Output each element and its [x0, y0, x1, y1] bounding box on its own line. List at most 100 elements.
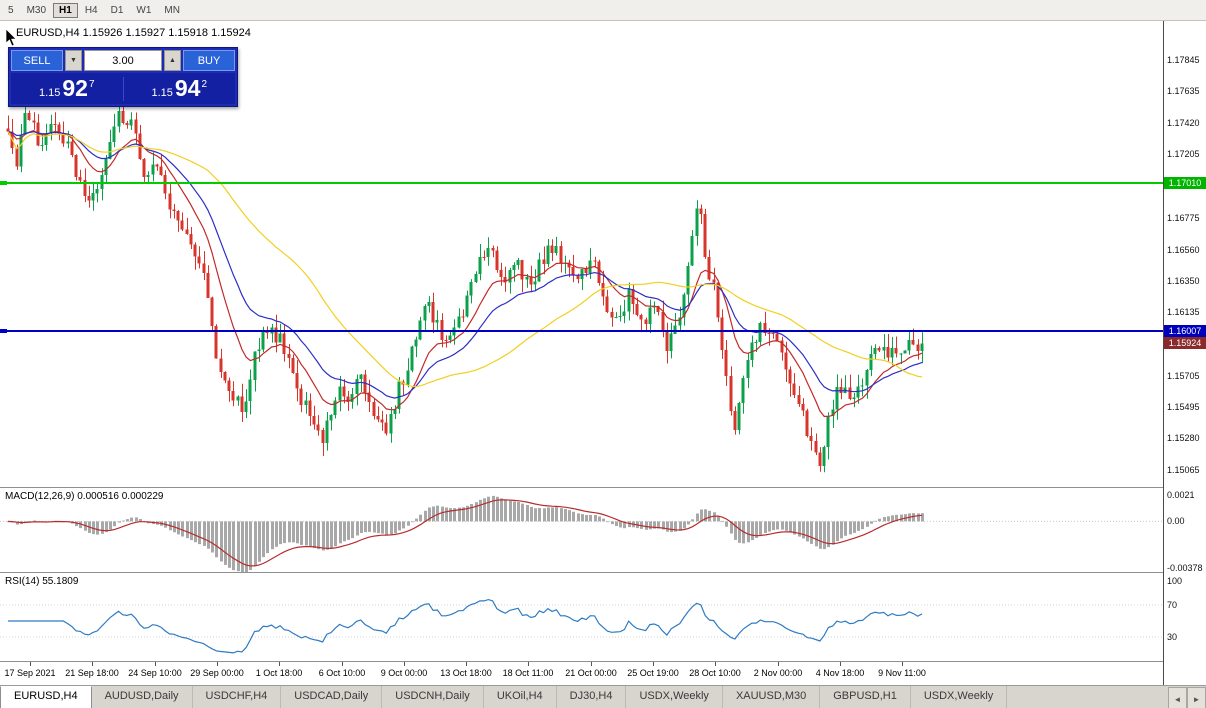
price-tag-1-16007: 1.16007 — [1164, 325, 1206, 337]
time-label: 21 Oct 00:00 — [565, 668, 617, 678]
price-scale-label: 1.15495 — [1167, 402, 1200, 412]
time-label: 4 Nov 18:00 — [815, 668, 865, 678]
time-tick — [92, 662, 93, 666]
time-tick — [840, 662, 841, 666]
macd-chart — [0, 488, 1163, 572]
volume-increase-icon[interactable]: ▲ — [164, 50, 181, 71]
time-label: 2 Nov 00:00 — [753, 668, 803, 678]
buy-price-big: 94 — [174, 75, 201, 101]
sell-price-pip: 7 — [88, 79, 95, 90]
hline-left-marker — [0, 329, 7, 333]
time-label: 28 Oct 10:00 — [689, 668, 741, 678]
tab-scroll-right-icon[interactable]: ► — [1187, 687, 1206, 708]
price-scale[interactable]: 1.17845 1.17635 1.17420 1.17205 1.16775 1.165… — [1163, 21, 1206, 685]
rsi-scale-label: 70 — [1167, 600, 1178, 610]
time-label: 18 Oct 11:00 — [502, 668, 554, 678]
pivot-line[interactable] — [0, 330, 1163, 332]
rsi-svg — [0, 598, 1163, 654]
time-label: 29 Sep 00:00 — [190, 668, 244, 678]
main-chart-pane[interactable]: EURUSD,H4 1.15926 1.15927 1.15918 1.1592… — [0, 21, 1163, 487]
pane-separator[interactable] — [0, 572, 1206, 573]
time-tick — [155, 662, 156, 666]
price-scale-label: 1.17420 — [1167, 118, 1200, 128]
time-axis[interactable]: 17 Sep 2021 21 Sep 18:00 24 Sep 10:00 29 Se… — [0, 662, 1163, 685]
time-tick — [653, 662, 654, 666]
time-tick — [715, 662, 716, 666]
price-scale-label: 1.15065 — [1167, 465, 1200, 475]
price-tag-1-15924: 1.15924 — [1164, 337, 1206, 349]
tab-audusd-daily[interactable]: AUDUSD,Daily — [92, 686, 193, 708]
rsi-scale-label: 100 — [1167, 576, 1183, 586]
price-scale-label: 1.16350 — [1167, 276, 1200, 286]
time-label: 6 Oct 10:00 — [318, 668, 366, 678]
rsi-pane[interactable]: RSI(14) 55.1809 — [0, 573, 1163, 661]
pane-separator — [0, 661, 1206, 662]
timeframe-button-d1[interactable]: D1 — [110, 4, 124, 16]
rsi-label: RSI(14) 55.1809 — [5, 576, 79, 587]
time-tick — [528, 662, 529, 666]
timeframe-button-h4[interactable]: H4 — [84, 4, 98, 16]
rsi-chart — [0, 573, 1163, 661]
time-tick — [30, 662, 31, 666]
buy-price-display[interactable]: 1.15 94 2 — [124, 77, 236, 100]
price-scale-label: 1.16560 — [1167, 245, 1200, 255]
price-scale-label: 1.16135 — [1167, 307, 1200, 317]
time-label: 13 Oct 18:00 — [440, 668, 492, 678]
symbol-tabbar: EURUSD,H4 AUDUSD,Daily USDCHF,H4 USDCAD,Dai… — [0, 685, 1206, 708]
timeframe-button-mn[interactable]: MN — [164, 4, 180, 16]
volume-decrease-icon[interactable]: ▼ — [65, 50, 82, 71]
chart-ohlc-header: EURUSD,H4 1.15926 1.15927 1.15918 1.1592… — [16, 27, 251, 39]
macd-pane[interactable]: MACD(12,26,9) 0.000516 0.000229 — [0, 488, 1163, 572]
time-label: 9 Nov 11:00 — [878, 668, 926, 678]
buy-button[interactable]: BUY — [183, 50, 235, 71]
time-tick — [404, 662, 405, 666]
tab-scroll-buttons: ◄ ► — [1168, 686, 1206, 708]
volume-input[interactable] — [84, 50, 162, 71]
tab-usdx-weekly[interactable]: USDX,Weekly — [626, 686, 723, 708]
timeframe-button-m30[interactable]: M30 — [26, 4, 47, 16]
time-tick — [778, 662, 779, 666]
hline-left-marker — [0, 181, 7, 185]
tab-gbpusd-h1[interactable]: GBPUSD,H1 — [820, 686, 911, 708]
buy-price-small: 1.15 — [151, 87, 173, 99]
time-tick — [902, 662, 903, 666]
price-scale-label: 1.17635 — [1167, 86, 1200, 96]
time-label: 9 Oct 00:00 — [380, 668, 428, 678]
price-scale-label: 1.17205 — [1167, 149, 1200, 159]
tab-usdx-weekly[interactable]: USDX,Weekly — [911, 686, 1008, 708]
tab-scroll-left-icon[interactable]: ◄ — [1168, 687, 1187, 708]
price-scale-label: 1.15280 — [1167, 433, 1200, 443]
tab-ukoil-h4[interactable]: UKOil,H4 — [484, 686, 557, 708]
time-tick — [342, 662, 343, 666]
ma-slow — [7, 131, 923, 388]
time-label: 17 Sep 2021 — [4, 668, 56, 678]
timeframe-button-h1[interactable]: H1 — [53, 2, 78, 18]
sell-button[interactable]: SELL — [11, 50, 63, 71]
pane-separator[interactable] — [0, 487, 1206, 488]
tab-usdchf-h4[interactable]: USDCHF,H4 — [193, 686, 282, 708]
timeframe-button-w1[interactable]: W1 — [136, 4, 152, 16]
timeframe-toolbar: 5 M30 H1 H4 D1 W1 MN — [0, 0, 1206, 21]
price-tag-1-17010: 1.17010 — [1164, 177, 1206, 189]
tab-usdcad-daily[interactable]: USDCAD,Daily — [281, 686, 383, 708]
macd-scale-label: -0.00378 — [1167, 563, 1203, 573]
timeframe-button-5[interactable]: 5 — [8, 4, 14, 16]
time-label: 21 Sep 18:00 — [65, 668, 119, 678]
time-label: 25 Oct 19:00 — [627, 668, 679, 678]
tab-dj30-h4[interactable]: DJ30,H4 — [557, 686, 627, 708]
time-tick — [466, 662, 467, 666]
chart-window: EURUSD,H4 1.15926 1.15927 1.15918 1.1592… — [0, 21, 1206, 685]
resistance-line[interactable] — [0, 182, 1163, 184]
price-scale-label: 1.17845 — [1167, 55, 1200, 65]
macd-scale-label: 0.00 — [1167, 516, 1185, 526]
rsi-scale-label: 30 — [1167, 632, 1178, 642]
macd-svg — [0, 495, 1163, 572]
sell-price-display[interactable]: 1.15 92 7 — [11, 77, 123, 100]
mouse-cursor-icon — [5, 29, 17, 47]
tab-xauusd-m30[interactable]: XAUUSD,M30 — [723, 686, 821, 708]
sell-price-small: 1.15 — [38, 87, 61, 99]
macd-scale-label: 0.0021 — [1167, 490, 1195, 500]
tab-eurusd-h4[interactable]: EURUSD,H4 — [0, 686, 92, 708]
tab-usdcnh-daily[interactable]: USDCNH,Daily — [382, 686, 484, 708]
